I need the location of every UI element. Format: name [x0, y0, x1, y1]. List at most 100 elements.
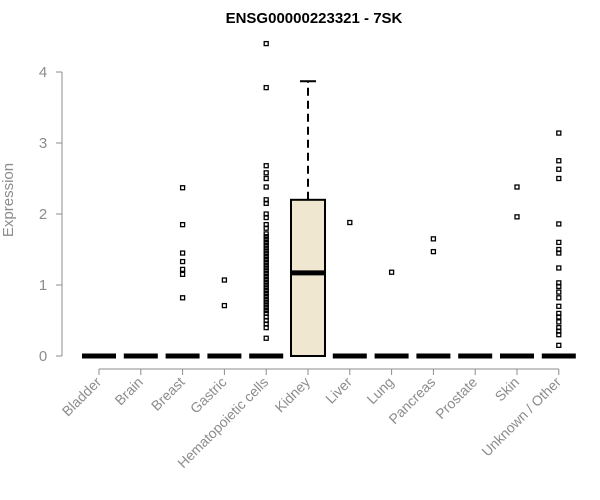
outlier-point — [263, 282, 269, 288]
outlier-point — [263, 290, 269, 297]
outlier-point — [556, 166, 562, 172]
outlier-point — [263, 259, 269, 265]
y-tick-label: 2 — [39, 206, 47, 223]
outlier-point — [514, 184, 520, 190]
outlier-point — [556, 175, 562, 182]
box-hematopoietic-cells — [249, 40, 284, 359]
x-tick-label: Kidney — [272, 374, 314, 416]
outlier-point — [179, 271, 186, 278]
outlier-point — [179, 266, 186, 273]
outlier-point — [263, 273, 269, 280]
y-axis: 0 1 2 3 4 — [39, 64, 63, 365]
outlier-point — [221, 277, 228, 283]
outlier-point — [556, 289, 562, 295]
box-gastric — [207, 277, 242, 359]
outlier-point — [556, 265, 562, 271]
outlier-point — [263, 248, 269, 254]
outlier-point — [263, 231, 269, 237]
outlier-point — [263, 242, 269, 248]
outlier-point — [263, 253, 269, 260]
outlier-point — [556, 295, 562, 301]
outlier-point — [263, 236, 269, 243]
outlier-point — [179, 185, 186, 191]
outlier-point — [263, 335, 269, 341]
y-axis-label: Expression — [0, 163, 17, 237]
outlier-point — [263, 245, 269, 251]
outlier-point — [263, 170, 269, 176]
y-tick-label: 0 — [39, 348, 47, 365]
outlier-point — [556, 130, 562, 136]
box-skin — [500, 184, 534, 359]
outlier-point — [556, 221, 562, 227]
outlier-point — [263, 288, 269, 294]
y-tick-label: 1 — [39, 277, 47, 294]
box-lung — [374, 269, 409, 359]
outlier-point — [347, 219, 353, 226]
outlier-point — [556, 314, 562, 320]
outlier-point — [263, 324, 269, 331]
outlier-point — [556, 332, 562, 338]
outlier-point — [263, 279, 269, 285]
outlier-point — [263, 293, 269, 300]
outlier-point — [263, 200, 269, 207]
outlier-point — [263, 285, 269, 291]
outlier-point — [430, 236, 437, 242]
box-pancreas — [416, 236, 451, 359]
outlier-point — [221, 302, 228, 309]
x-tick-label: Brain — [111, 374, 145, 408]
y-tick-label: 3 — [39, 135, 47, 152]
outlier-point — [263, 163, 269, 169]
outlier-point — [263, 302, 269, 308]
outlier-point — [263, 305, 269, 311]
outlier-point — [263, 299, 269, 305]
outlier-point — [263, 270, 269, 277]
box-kidney — [290, 80, 326, 357]
outlier-point — [556, 303, 562, 309]
outlier-point — [263, 84, 269, 91]
outlier-point — [263, 225, 269, 231]
outlier-point — [556, 283, 562, 290]
outlier-point — [263, 265, 269, 271]
outlier-point — [263, 239, 269, 246]
outlier-point — [179, 295, 186, 301]
outlier-point — [179, 221, 186, 228]
outlier-point — [556, 319, 562, 325]
outlier-point — [556, 250, 562, 256]
outlier-point — [556, 239, 562, 246]
x-tick-label: Lung — [363, 374, 396, 407]
outlier-point — [263, 256, 269, 263]
outlier-point — [179, 250, 186, 256]
box-breast — [165, 185, 200, 359]
x-tick-label: Liver — [322, 374, 355, 407]
outlier-point — [263, 276, 269, 282]
outlier-point — [263, 214, 269, 221]
outlier-point — [263, 234, 269, 240]
outlier-point — [179, 258, 186, 265]
outlier-point — [556, 158, 562, 164]
box-body — [290, 198, 326, 357]
box-unknown-other — [541, 130, 576, 359]
outlier-point — [263, 307, 269, 314]
x-tick-label: Prostate — [432, 374, 480, 422]
outlier-point — [263, 251, 269, 257]
outlier-point — [556, 342, 562, 349]
box-series — [82, 40, 576, 359]
x-tick-label: Unknown / Other — [478, 374, 564, 460]
outlier-point — [263, 262, 269, 268]
outlier-point — [430, 248, 437, 255]
chart-title: ENSG00000223321 - 7SK — [226, 10, 403, 27]
outlier-point — [263, 175, 269, 182]
box-liver — [332, 219, 367, 359]
outlier-point — [263, 184, 269, 190]
outlier-point — [263, 268, 269, 274]
outlier-point — [514, 214, 520, 220]
x-tick-label: Breast — [148, 374, 188, 414]
x-tick-label: Skin — [492, 374, 523, 405]
outlier-point — [388, 269, 395, 275]
x-tick-label: Bladder — [59, 374, 105, 420]
y-tick-label: 4 — [39, 64, 47, 81]
outlier-point — [263, 40, 269, 47]
